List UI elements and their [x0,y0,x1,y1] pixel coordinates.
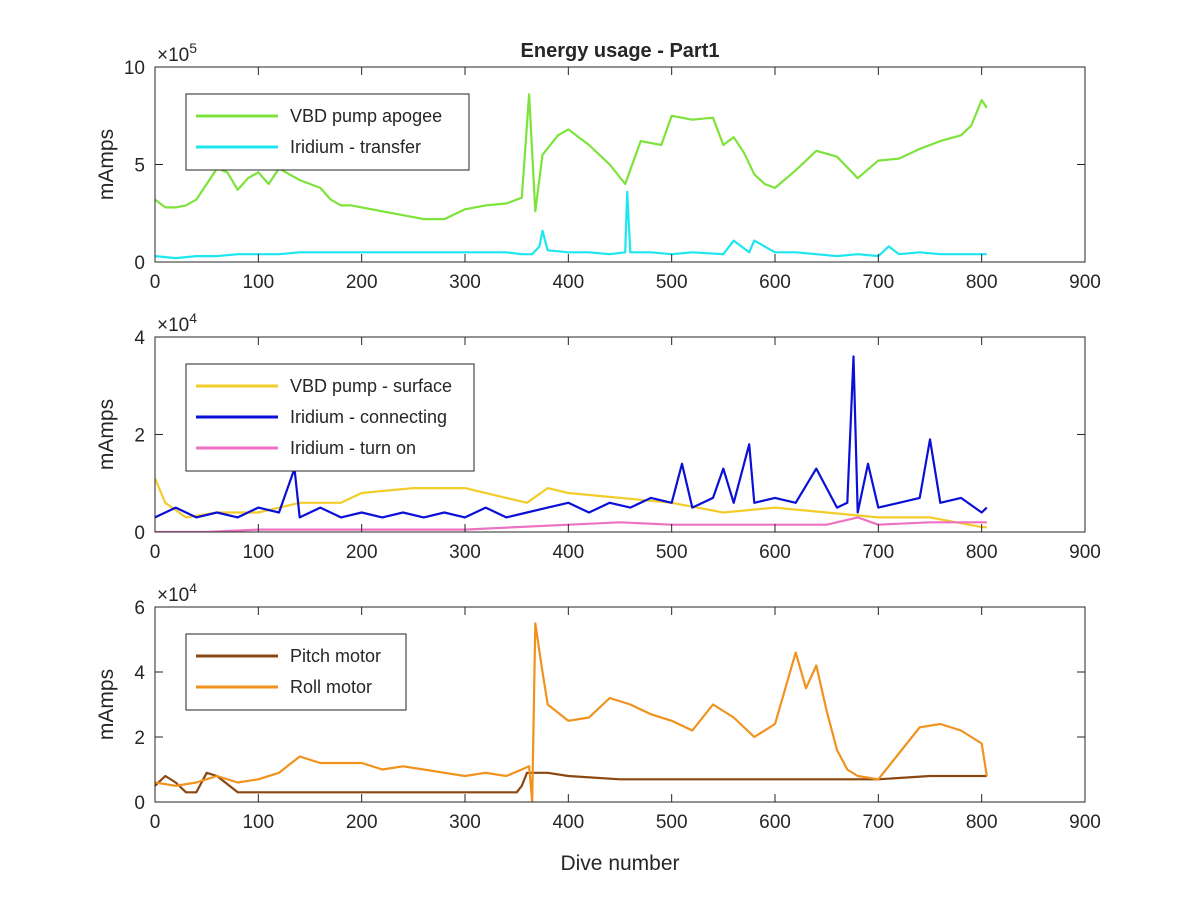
legend-box [185,93,470,171]
x-tick-label: 900 [1069,542,1101,563]
x-tick-label: 400 [552,272,584,293]
x-tick-label: 400 [552,542,584,563]
x-tick-label: 900 [1069,272,1101,293]
x-tick-label: 300 [449,812,481,833]
legend-entry: Iridium - connecting [290,407,447,427]
x-tick-label: 100 [242,542,274,563]
plot-frame [154,606,1086,803]
y-axis-label: mAmps [95,129,118,200]
x-tick-label: 200 [346,542,378,563]
x-tick-label: 700 [862,542,894,563]
x-tick-label: 600 [759,812,791,833]
x-tick-label: 0 [150,812,161,833]
x-tick-label: 900 [1069,812,1101,833]
y-tick-label: 10 [124,58,145,79]
y-tick-label: 0 [134,793,145,814]
x-tick-label: 400 [552,812,584,833]
legend-box [185,633,407,711]
legend-entry: Pitch motor [290,646,381,666]
y-tick-label: 6 [134,598,145,619]
series-line-vbd-pump-apogee [155,93,988,221]
x-tick-label: 300 [449,272,481,293]
panel-top: 0 100 200 300 400 500 600 700 800 900 0 5 10 ×105 mAmp… [95,40,1101,293]
y-exponent-label: ×105 [157,40,197,66]
legend-entry: VBD pump - surface [290,376,452,396]
series-line-iridium-turn-on [155,516,987,532]
x-tick-label: 600 [759,272,791,293]
x-tick-label: 300 [449,542,481,563]
x-tick-label: 100 [242,272,274,293]
y-exponent-label: ×104 [157,580,197,606]
x-tick-label: 700 [862,272,894,293]
x-tick-label: 100 [242,812,274,833]
y-tick-label: 2 [134,426,145,447]
series-group [155,93,988,260]
x-tick-label: 0 [150,272,161,293]
figure-title: Energy usage - Part1 [521,40,720,62]
x-tick-label: 0 [150,542,161,563]
series-group [155,622,988,802]
series-line-vbd-pump-surface [155,477,987,529]
x-axis-label: Dive number [560,852,679,875]
y-tick-label: 0 [134,523,145,544]
series-line-iridium-transfer [155,190,987,260]
y-axis-label: mAmps [95,669,118,740]
x-tick-label: 800 [966,542,998,563]
legend-entry: VBD pump apogee [290,106,442,126]
legend-entry: Roll motor [290,677,372,697]
x-tick-label: 800 [966,272,998,293]
x-tick-label: 800 [966,812,998,833]
y-tick-label: 0 [134,253,145,274]
x-tick-label: 500 [656,542,688,563]
x-tick-label: 200 [346,812,378,833]
y-tick-label: 5 [134,156,145,177]
legend-entry: Iridium - turn on [290,438,416,458]
y-exponent-label: ×104 [157,310,197,336]
x-tick-label: 200 [346,272,378,293]
x-tick-label: 500 [656,272,688,293]
series-line-roll-motor [155,622,988,802]
series-line-pitch-motor [155,771,987,794]
series-line-iridium-connecting [155,355,988,519]
y-tick-label: 4 [134,663,145,684]
panel-middle: 0 100 200 300 400 500 600 700 800 900 0 2 4 ×104 mAmps… [95,310,1101,563]
y-tick-label: 4 [134,328,145,349]
x-tick-label: 500 [656,812,688,833]
y-tick-label: 2 [134,728,145,749]
legend-entry: Iridium - transfer [290,137,421,157]
x-tick-label: 700 [862,812,894,833]
panel-bottom: 0 100 200 300 400 500 600 700 800 900 0 2 4 6 ×104 mAmp… [95,580,1101,833]
x-tick-label: 600 [759,542,791,563]
y-axis-label: mAmps [95,399,118,470]
